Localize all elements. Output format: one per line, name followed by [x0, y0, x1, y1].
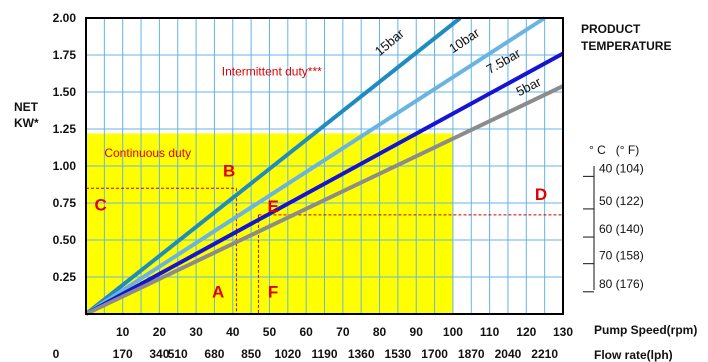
y-tick-label: 1.75 [53, 48, 77, 62]
x-tick-label-speed: 40 [226, 325, 240, 339]
point-label-e: E [267, 197, 278, 216]
x-tick-label-speed: 130 [553, 325, 573, 339]
x-tick-label-speed: 30 [189, 325, 203, 339]
plot-frame [85, 17, 564, 315]
x-tick-label-speed: 90 [410, 325, 424, 339]
y-tick-label: 1.50 [53, 85, 77, 99]
x-tick-label-flow: 170 [113, 347, 133, 361]
x-axis-label-speed: Pump Speed(rpm) [594, 323, 697, 337]
x-tick-label-flow: 1700 [421, 347, 448, 361]
series-label-15bar: 15bar [372, 25, 408, 58]
x-tick-label-speed: 50 [263, 325, 277, 339]
annotations-layer: Continuous duty Intermittent duty*** A B C D E… [95, 65, 548, 302]
x-tick-label-speed: 10 [116, 325, 130, 339]
y-tick-label: 0.25 [53, 270, 77, 284]
temperature-units-header: ° C (° F) [589, 143, 639, 157]
intermittent-duty-label: Intermittent duty*** [222, 65, 322, 79]
x-tick-label-speed: 100 [443, 325, 463, 339]
series-label-10bar: 10bar [446, 25, 483, 56]
temperature-title-line-1: PRODUCT [581, 22, 641, 36]
point-label-d: D [535, 185, 547, 204]
x-tick-label-speed: 70 [336, 325, 350, 339]
x-tick-label-flow: 0 [53, 347, 60, 361]
x-tick-label-flow: 680 [204, 347, 224, 361]
temperature-scale: 40 (104) 50 (122) 60 (140) 70 (158) 80 (176) [583, 161, 644, 293]
x-tick-label-flow: 1360 [348, 347, 375, 361]
x-tick-label-speed: 80 [373, 325, 387, 339]
x-tick-label-flow: 1020 [274, 347, 301, 361]
temperature-label: 60 (140) [599, 222, 644, 236]
temperature-label: 40 (104) [599, 161, 644, 175]
temperature-label: 80 (176) [599, 277, 644, 291]
continuous-duty-label: Continuous duty [104, 146, 191, 160]
x-tick-label-flow: 340 [149, 347, 169, 361]
series-line-7-5bar [85, 51, 564, 316]
y-tick-label: 0.50 [53, 233, 77, 247]
temperature-label: 50 (122) [599, 194, 644, 208]
x-tick-label-flow: 2210 [531, 347, 558, 361]
series-line-5bar [85, 84, 564, 316]
grid-layer [86, 18, 563, 314]
temperature-label: 70 (158) [599, 249, 644, 263]
x-tick-label-flow: 510 [168, 347, 188, 361]
y-tick-label: 1.00 [53, 159, 77, 173]
y-tick-label: 2.00 [53, 11, 77, 25]
series-line-15bar [84, 16, 462, 316]
x-tick-label-flow: 1190 [311, 347, 337, 361]
x-tick-label-flow: 1870 [458, 347, 485, 361]
y-axis-label-line-1: NET [14, 100, 39, 114]
temperature-title-line-2: TEMPERATURE [581, 39, 671, 53]
point-label-f: F [268, 283, 278, 302]
point-label-b: B [223, 161, 235, 180]
point-label-a: A [212, 283, 224, 302]
point-label-c: C [95, 195, 107, 214]
x-axis-label-flow: Flow rate(lph) [594, 348, 673, 362]
x-tick-label-speed: 60 [299, 325, 313, 339]
series-line-10bar [84, 16, 546, 316]
axes-layer [85, 17, 564, 315]
y-tick-label: 1.25 [53, 122, 77, 136]
y-axis-label-line-2: KW* [14, 116, 39, 130]
y-tick-label: 0.75 [53, 196, 77, 210]
x-tick-label-speed: 20 [153, 325, 167, 339]
x-tick-label-speed: 120 [516, 325, 536, 339]
x-tick-label-flow: 850 [241, 347, 261, 361]
x-tick-label-speed: 110 [480, 325, 500, 339]
x-tick-label-flow: 2040 [495, 347, 522, 361]
x-tick-label-flow: 1530 [385, 347, 412, 361]
